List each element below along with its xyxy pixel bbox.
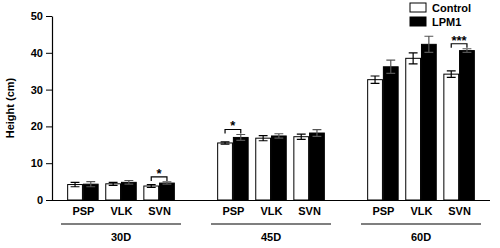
group-bracket (361, 223, 481, 224)
significance-label: * (230, 118, 236, 133)
x-tick-label: VLK (111, 205, 133, 217)
error-bar (371, 76, 380, 83)
legend-item: Control (410, 2, 471, 14)
error-bar (463, 49, 472, 53)
group-label: 30D (111, 231, 131, 243)
group-bracket (211, 223, 331, 224)
error-bar (147, 185, 156, 188)
error-bar (274, 134, 283, 138)
bar (106, 184, 121, 200)
bar (460, 51, 475, 200)
bar (256, 138, 271, 200)
y-tick-mark (46, 163, 52, 164)
error-bar (409, 53, 418, 64)
y-axis: 0 10 20 30 40 50 (31, 10, 53, 206)
error-bar (447, 71, 456, 78)
x-tick: VLK (411, 205, 433, 217)
y-tick-mark (46, 53, 52, 54)
error-bar (71, 182, 80, 186)
x-tick: SVN (148, 205, 171, 217)
error-bar (424, 36, 433, 52)
x-tick-label: VLK (411, 205, 433, 217)
y-tick-label: 20 (31, 120, 43, 132)
x-tick-label: VLK (261, 205, 283, 217)
y-tick: 10 (31, 157, 52, 169)
significance-label: *** (452, 33, 468, 48)
error-bar (163, 182, 172, 184)
error-bar (221, 142, 230, 144)
y-axis-title: Height (cm) (4, 77, 16, 138)
y-tick-label: 0 (37, 194, 43, 206)
series (83, 36, 474, 200)
error-bar (313, 130, 322, 137)
y-tick-label: 30 (31, 84, 43, 96)
chart: 0 10 20 30 40 50 PSP VLK SVN PSP VLK SVN PSP VLK SVN 30… (0, 0, 500, 248)
bar (271, 136, 286, 200)
annotations: ***** (151, 33, 467, 181)
y-tick-label: 10 (31, 157, 43, 169)
plot-marks (68, 36, 475, 200)
bar (444, 74, 459, 200)
groups: 30D 45D 60D (61, 224, 481, 243)
x-tick: SVN (448, 205, 471, 217)
bar (160, 183, 175, 200)
x-axis-line (52, 200, 490, 201)
bar (294, 137, 309, 200)
y-tick: 20 (31, 120, 52, 132)
y-tick-label: 40 (31, 47, 43, 59)
error-bar (124, 180, 133, 184)
legend-label: Control (432, 2, 471, 14)
x-tick-label: SVN (298, 205, 321, 217)
bar (310, 133, 325, 200)
bar (121, 182, 136, 200)
legend-swatch (410, 17, 426, 26)
y-tick: 0 (37, 194, 52, 206)
x-tick: SVN (298, 205, 321, 217)
x-tick: PSP (72, 205, 94, 217)
x-tick-label: SVN (148, 205, 171, 217)
series (68, 53, 459, 200)
bar (144, 186, 159, 200)
group-label: 45D (261, 231, 281, 243)
y-tick-mark (46, 200, 52, 201)
bar (406, 58, 421, 200)
significance-label: * (157, 166, 163, 181)
x-tick: VLK (111, 205, 133, 217)
x-tick: PSP (372, 205, 394, 217)
bar (383, 67, 398, 200)
y-tick-mark (46, 126, 52, 127)
error-bar (297, 134, 306, 139)
error-bar (86, 182, 95, 187)
x-tick-label: PSP (72, 205, 94, 217)
bar (218, 143, 233, 200)
y-tick-mark (46, 90, 52, 91)
legend: Control LPM1 (410, 2, 471, 28)
x-axis: PSP VLK SVN PSP VLK SVN PSP VLK SVN (52, 201, 490, 217)
x-tick: PSP (222, 205, 244, 217)
x-tick-label: PSP (222, 205, 244, 217)
bar (233, 137, 248, 200)
error-bar (109, 182, 118, 185)
legend-label: LPM1 (432, 16, 461, 28)
y-tick-mark (46, 16, 52, 17)
group-label: 60D (411, 231, 431, 243)
legend-swatch (410, 3, 426, 12)
y-tick: 30 (31, 84, 52, 96)
y-tick: 50 (31, 10, 52, 22)
y-tick-label: 50 (31, 10, 43, 22)
y-tick: 40 (31, 47, 52, 59)
bar (421, 44, 436, 200)
x-tick-label: SVN (448, 205, 471, 217)
error-bar (259, 136, 268, 141)
group-bracket (61, 223, 181, 224)
y-axis-line (52, 17, 53, 201)
bar (368, 80, 383, 200)
error-bar (236, 134, 245, 140)
x-tick-label: PSP (372, 205, 394, 217)
x-tick: VLK (261, 205, 283, 217)
legend-item: LPM1 (410, 16, 461, 28)
error-bar (386, 60, 395, 73)
